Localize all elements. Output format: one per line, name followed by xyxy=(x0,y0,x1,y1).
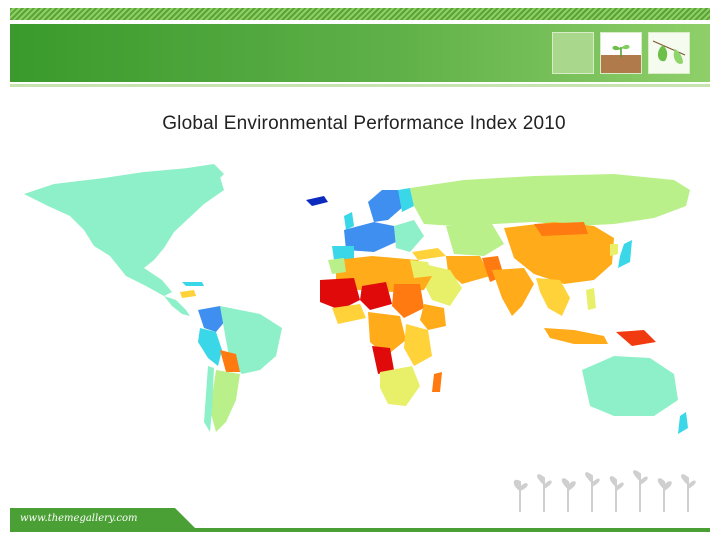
region-korea xyxy=(610,244,618,256)
region-argentina xyxy=(210,370,240,432)
region-russia xyxy=(410,174,690,226)
region-north-america xyxy=(24,168,224,268)
region-western-europe xyxy=(344,222,396,252)
region-finland xyxy=(398,188,414,212)
region-india xyxy=(492,268,534,316)
region-mongolia xyxy=(534,222,588,236)
sprout-in-soil-icon xyxy=(600,32,642,74)
region-arabia xyxy=(422,264,462,306)
region-eastern-europe xyxy=(394,220,424,252)
region-iceland xyxy=(306,196,328,206)
region-chad-niger xyxy=(360,282,392,310)
region-egypt xyxy=(410,260,432,278)
region-sudan xyxy=(392,284,424,318)
region-china xyxy=(504,222,614,284)
footer-url: www.themegallery.com xyxy=(20,513,138,524)
region-madagascar xyxy=(432,372,442,392)
region-philippines xyxy=(586,288,596,310)
region-southern-africa xyxy=(380,366,420,406)
region-west-africa-coast xyxy=(332,304,366,324)
region-iberia xyxy=(332,246,354,260)
region-ethiopia xyxy=(420,304,446,330)
green-leaves-icon xyxy=(648,32,690,74)
region-morocco xyxy=(328,258,346,274)
region-japan xyxy=(618,240,632,268)
region-west-sahel xyxy=(320,278,360,310)
region-angola xyxy=(372,346,394,374)
footer-band xyxy=(10,508,710,532)
region-north-africa xyxy=(336,256,432,292)
region-central-asia xyxy=(446,224,504,256)
region-bolivia xyxy=(220,350,240,372)
region-indonesia xyxy=(544,328,608,344)
region-new-zealand xyxy=(678,412,688,434)
region-east-africa xyxy=(404,324,432,366)
region-new-guinea xyxy=(616,330,656,346)
sprout-silhouettes-icon xyxy=(513,470,696,512)
world-map xyxy=(14,160,692,460)
region-turkey xyxy=(412,248,446,260)
header-thumbnail-plain xyxy=(552,32,594,74)
region-southeast-asia xyxy=(536,278,570,316)
region-central-africa xyxy=(368,312,406,356)
region-chile xyxy=(204,366,214,432)
region-mexico xyxy=(110,256,172,296)
region-iran xyxy=(446,256,490,284)
map-title: Global Environmental Performance Index 2… xyxy=(162,113,566,134)
region-colombia xyxy=(198,306,226,332)
region-uk xyxy=(344,212,354,230)
region-australia xyxy=(582,356,678,416)
region-peru xyxy=(198,328,222,366)
region-central-america xyxy=(164,296,190,316)
region-scandinavia xyxy=(368,190,404,222)
region-greenland xyxy=(174,164,224,188)
region-cuba xyxy=(182,282,204,286)
header-rule xyxy=(10,84,710,87)
header-stripe xyxy=(10,8,710,20)
region-caribbean xyxy=(180,290,196,298)
